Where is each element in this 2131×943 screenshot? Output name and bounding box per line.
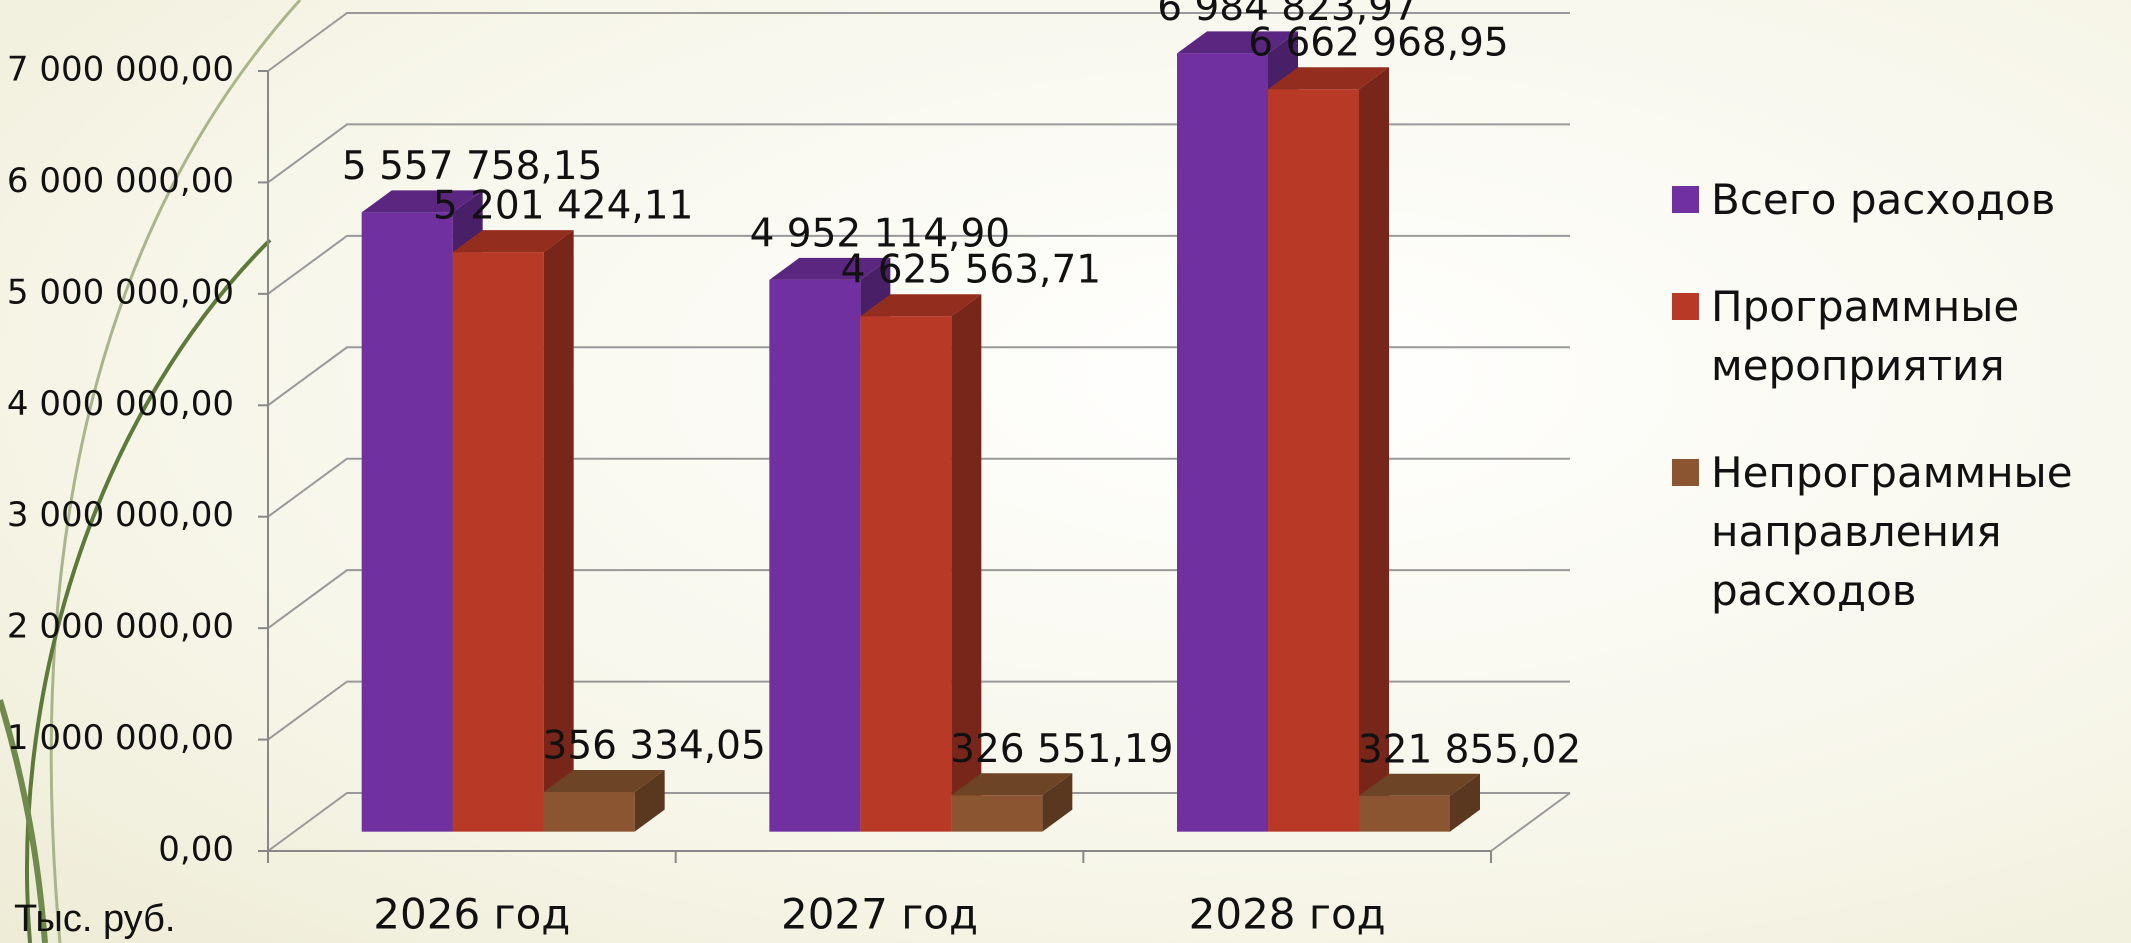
bar-front bbox=[860, 316, 951, 831]
bar-front bbox=[544, 792, 635, 832]
page: Тыс. руб. 0,00 1 000 000,00 2 000 000,00 3 … bbox=[0, 0, 2131, 943]
bar-front bbox=[362, 212, 453, 831]
y-tick-label: 3 000 000,00 bbox=[7, 495, 234, 535]
x-tick-label: 2026 год bbox=[373, 890, 570, 939]
data-label: 321 855,02 bbox=[1358, 727, 1581, 772]
data-label: 6 662 968,95 bbox=[1248, 21, 1509, 66]
data-label: 4 625 563,71 bbox=[841, 248, 1102, 293]
bar-front bbox=[1359, 796, 1450, 832]
y-tick-label: 7 000 000,00 bbox=[7, 50, 234, 90]
floor-edge bbox=[1491, 793, 1570, 851]
bar-front bbox=[769, 280, 860, 832]
y-tick-label: 2 000 000,00 bbox=[7, 607, 234, 647]
legend-label: Всего расходов bbox=[1711, 170, 2055, 229]
y-tick-label: 4 000 000,00 bbox=[7, 384, 234, 424]
y-tick-label: 1 000 000,00 bbox=[7, 718, 234, 758]
legend-item: Программные мероприятия bbox=[1672, 277, 2122, 395]
decor bbox=[51, 0, 300, 943]
bar-front bbox=[951, 795, 1042, 831]
y-tick-label: 5 000 000,00 bbox=[7, 272, 234, 312]
data-label: 5 201 424,11 bbox=[433, 184, 694, 229]
data-label: 326 551,19 bbox=[950, 727, 1173, 772]
legend-label: Программные мероприятия bbox=[1711, 277, 2122, 395]
legend-swatch bbox=[1672, 459, 1699, 486]
legend-label: Непрограммные направления расходов bbox=[1711, 443, 2122, 620]
legend-item: Непрограммные направления расходов bbox=[1672, 443, 2122, 620]
legend: Всего расходов Программные мероприятия Неп… bbox=[1672, 170, 2122, 668]
y-tick-label: 6 000 000,00 bbox=[7, 161, 234, 201]
bar bbox=[544, 770, 665, 832]
unit-label: Тыс. руб. bbox=[14, 898, 175, 940]
bar-front bbox=[1268, 89, 1359, 831]
data-label: 5 557 758,15 bbox=[342, 144, 603, 189]
bar bbox=[951, 773, 1072, 831]
bar-front bbox=[453, 252, 544, 832]
x-tick-label: 2027 год bbox=[781, 890, 978, 939]
legend-swatch bbox=[1672, 293, 1699, 320]
bar bbox=[1268, 67, 1389, 831]
legend-swatch bbox=[1672, 186, 1699, 213]
legend-item: Всего расходов bbox=[1672, 170, 2122, 229]
data-label: 356 334,05 bbox=[543, 723, 766, 768]
bar-side bbox=[1359, 67, 1389, 831]
x-tick-label: 2028 год bbox=[1189, 890, 1386, 939]
bar-front bbox=[1177, 53, 1268, 831]
y-tick-label: 0,00 bbox=[158, 830, 234, 870]
